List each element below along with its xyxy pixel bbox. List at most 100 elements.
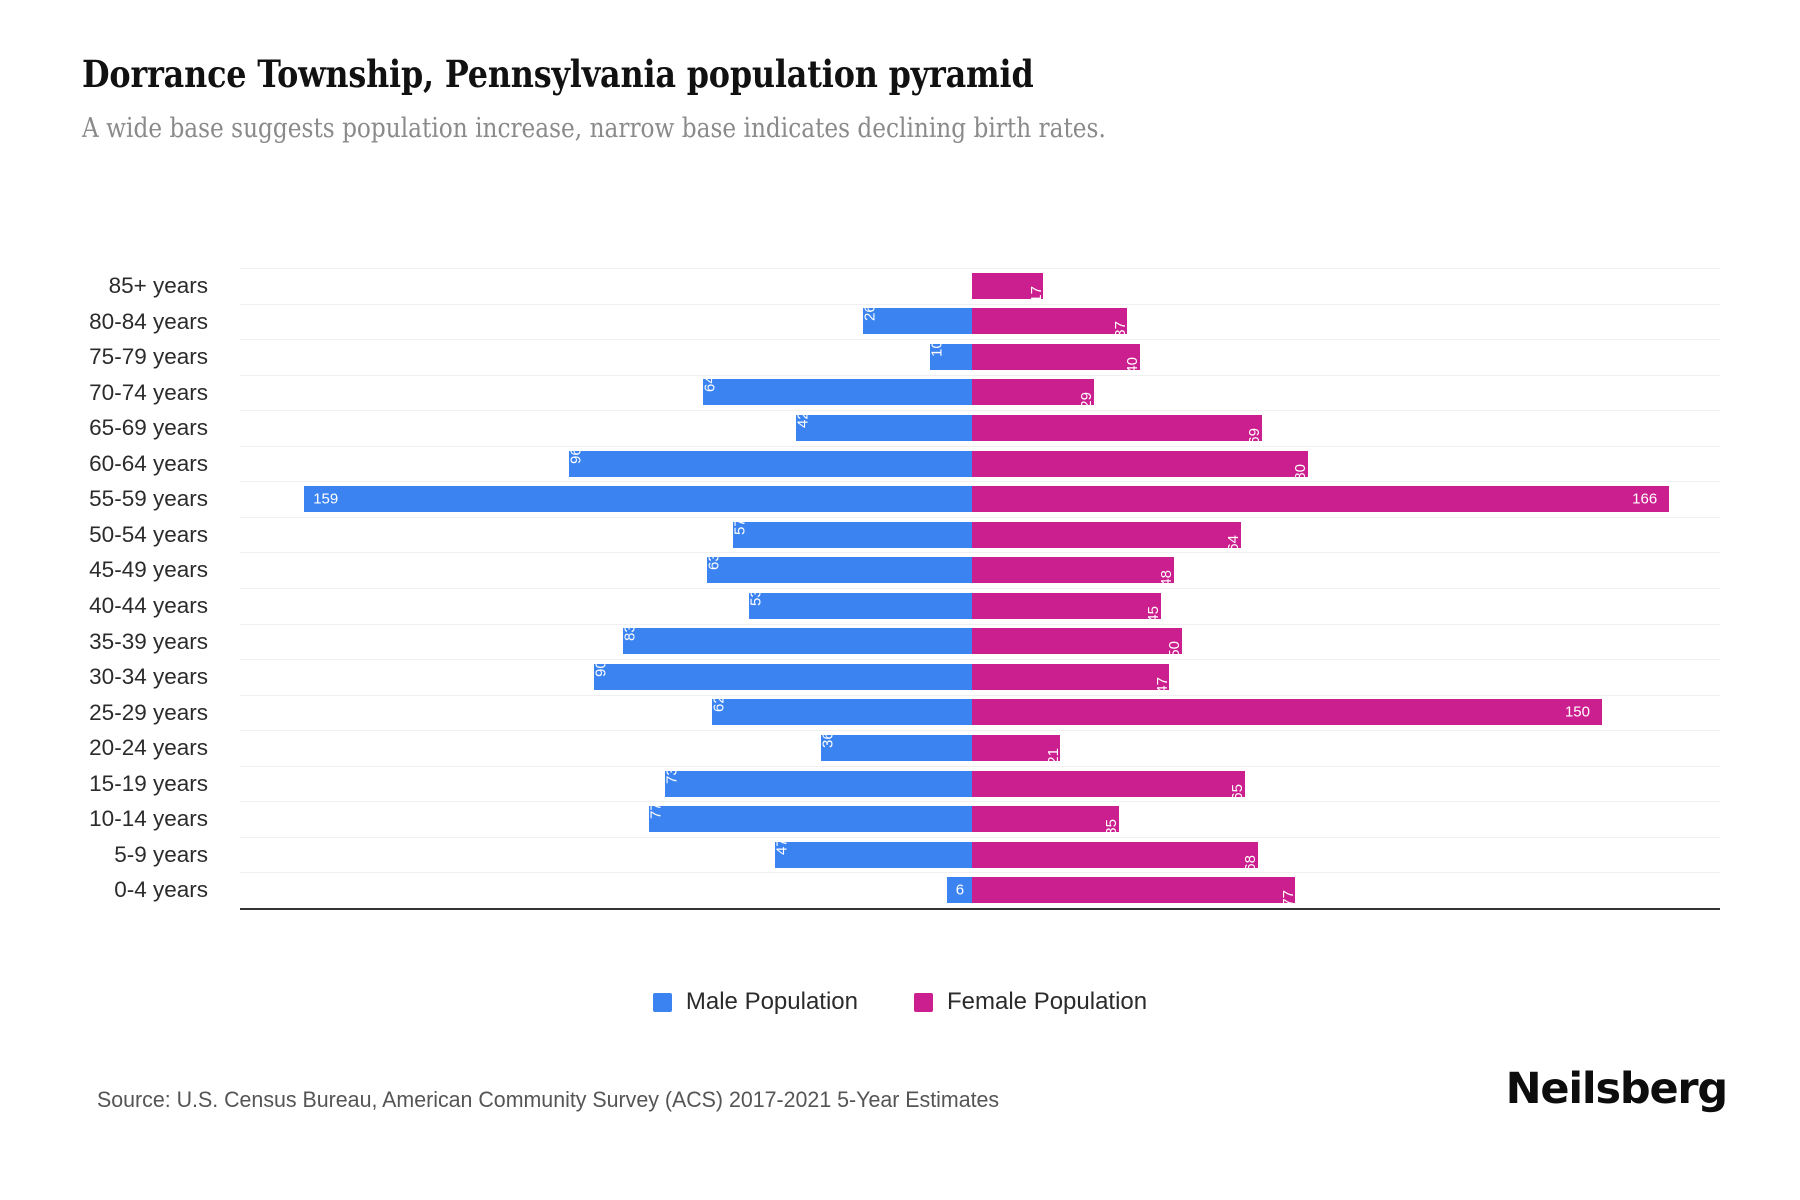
male-bar[interactable]: 36: [819, 731, 972, 761]
category-label: 10-14 years: [89, 806, 208, 832]
axis-baseline: [240, 908, 1720, 910]
female-bar-value: 69: [1246, 427, 1264, 445]
gridline: [240, 303, 1720, 305]
category-label: 15-19 years: [89, 770, 208, 796]
brand-logo: Neilsberg: [1505, 1064, 1729, 1114]
male-bar[interactable]: 159: [304, 486, 972, 513]
male-bar-value: 26: [861, 304, 879, 322]
gridline: [240, 730, 1720, 732]
female-bar-value: 21: [1044, 747, 1062, 765]
female-bar[interactable]: 69: [972, 414, 1263, 445]
male-bar[interactable]: 26: [861, 304, 972, 335]
square-swatch-icon: [652, 992, 672, 1012]
male-bar-value: 6: [955, 881, 965, 899]
female-bar-value: 64: [1225, 534, 1243, 552]
pyramid-row: 30-34 years 90 47: [89, 659, 1720, 695]
female-bar[interactable]: 77: [972, 877, 1297, 907]
female-bar-value: 65: [1229, 783, 1247, 801]
male-bar-value: 53: [747, 589, 765, 606]
female-bar[interactable]: 65: [972, 770, 1247, 800]
male-bar-value: 73: [663, 766, 681, 784]
category-label: 20-24 years: [89, 735, 208, 761]
female-bar-value: 77: [1279, 890, 1297, 907]
female-bar-value: 37: [1111, 321, 1129, 338]
chart-legend: Male Population Female Population: [0, 988, 1800, 1016]
male-bar[interactable]: 47: [773, 838, 972, 868]
female-bar[interactable]: 166: [972, 486, 1670, 513]
female-bar[interactable]: 150: [972, 699, 1602, 726]
male-bar[interactable]: 10: [929, 340, 972, 370]
pyramid-row: 25-29 years 62 150: [89, 695, 1720, 731]
chart-subtitle: A wide base suggests population increase…: [82, 113, 1106, 144]
gridline: [240, 374, 1720, 376]
male-bar[interactable]: 77: [647, 802, 972, 833]
male-bar[interactable]: 42: [794, 411, 972, 441]
female-bar-value: 166: [1632, 490, 1658, 508]
male-bar[interactable]: 6: [946, 877, 972, 904]
gridline: [240, 694, 1720, 696]
female-bar[interactable]: 40: [972, 343, 1142, 374]
male-bar[interactable]: 53: [748, 589, 972, 619]
male-bar[interactable]: 62: [710, 695, 972, 726]
pyramid-row: 5-9 years 47 68: [114, 837, 1720, 873]
legend-item[interactable]: Female Population: [914, 988, 1147, 1016]
female-bar[interactable]: 50: [972, 628, 1184, 658]
female-bar-value: 35: [1103, 819, 1121, 836]
gridline: [240, 445, 1720, 447]
male-bar-value: 63: [705, 553, 723, 571]
category-label: 80-84 years: [89, 308, 208, 334]
male-bar[interactable]: 96: [567, 447, 972, 477]
female-bar[interactable]: 35: [972, 806, 1121, 836]
female-bar[interactable]: 45: [972, 592, 1163, 622]
male-bar[interactable]: 57: [731, 518, 972, 548]
male-bar[interactable]: 64: [702, 376, 972, 406]
male-bar-value: 90: [592, 660, 610, 677]
female-bar[interactable]: 29: [972, 379, 1095, 409]
female-bar-value: 80: [1292, 463, 1310, 481]
pyramid-row: 70-74 years 64 29: [89, 375, 1720, 411]
category-label: 30-34 years: [89, 664, 208, 690]
category-label: 70-74 years: [89, 379, 208, 405]
pyramid-row: 50-54 years 57 64: [89, 517, 1720, 553]
gridline: [240, 659, 1720, 661]
pyramid-row: 65-69 years 42 69: [89, 410, 1720, 446]
pyramid-row: 15-19 years 73 65: [89, 766, 1720, 802]
female-bar[interactable]: 47: [972, 663, 1171, 694]
female-bar[interactable]: 68: [972, 841, 1259, 871]
male-bar-value: 96: [567, 446, 585, 464]
female-bar[interactable]: 17: [972, 272, 1045, 302]
female-bar[interactable]: 80: [972, 450, 1310, 480]
female-bar[interactable]: 37: [972, 308, 1129, 338]
gridline: [240, 801, 1720, 803]
male-bar-value: 36: [819, 731, 837, 748]
female-bar[interactable]: 64: [972, 521, 1242, 551]
category-label: 85+ years: [108, 273, 208, 298]
gridline: [240, 623, 1720, 625]
male-bar-value: 62: [710, 695, 728, 713]
pyramid-row: 85+ years017: [109, 268, 1720, 304]
male-bar[interactable]: 90: [593, 660, 972, 690]
page-title: Dorrance Township, Pennsylvania populati…: [82, 52, 1034, 96]
pyramid-row: 75-79 years 10 40: [89, 339, 1720, 375]
male-bar-value: 10: [928, 340, 946, 357]
female-bar[interactable]: 48: [972, 557, 1175, 587]
category-label: 65-69 years: [89, 415, 208, 441]
category-label: 25-29 years: [89, 699, 208, 725]
legend-label: Male Population: [685, 988, 858, 1015]
male-bar[interactable]: 73: [664, 767, 972, 797]
category-label: 55-59 years: [89, 486, 208, 512]
male-bar[interactable]: 83: [622, 625, 972, 655]
pyramid-row: 60-64 years 96 80: [89, 446, 1720, 482]
category-label: 50-54 years: [89, 521, 208, 547]
gridline: [240, 872, 1720, 874]
male-bar-value: 57: [731, 517, 749, 535]
gridline: [240, 552, 1720, 554]
male-bar[interactable]: 63: [705, 553, 972, 584]
gridline: [240, 836, 1720, 838]
legend-item[interactable]: Male Population: [652, 988, 858, 1016]
female-bar-value: 47: [1153, 676, 1171, 694]
female-bar-value: 50: [1166, 641, 1184, 658]
male-bar-value: 159: [313, 490, 339, 508]
pyramid-row: 80-84 years 26 37: [89, 304, 1720, 340]
female-bar[interactable]: 21: [972, 734, 1062, 765]
